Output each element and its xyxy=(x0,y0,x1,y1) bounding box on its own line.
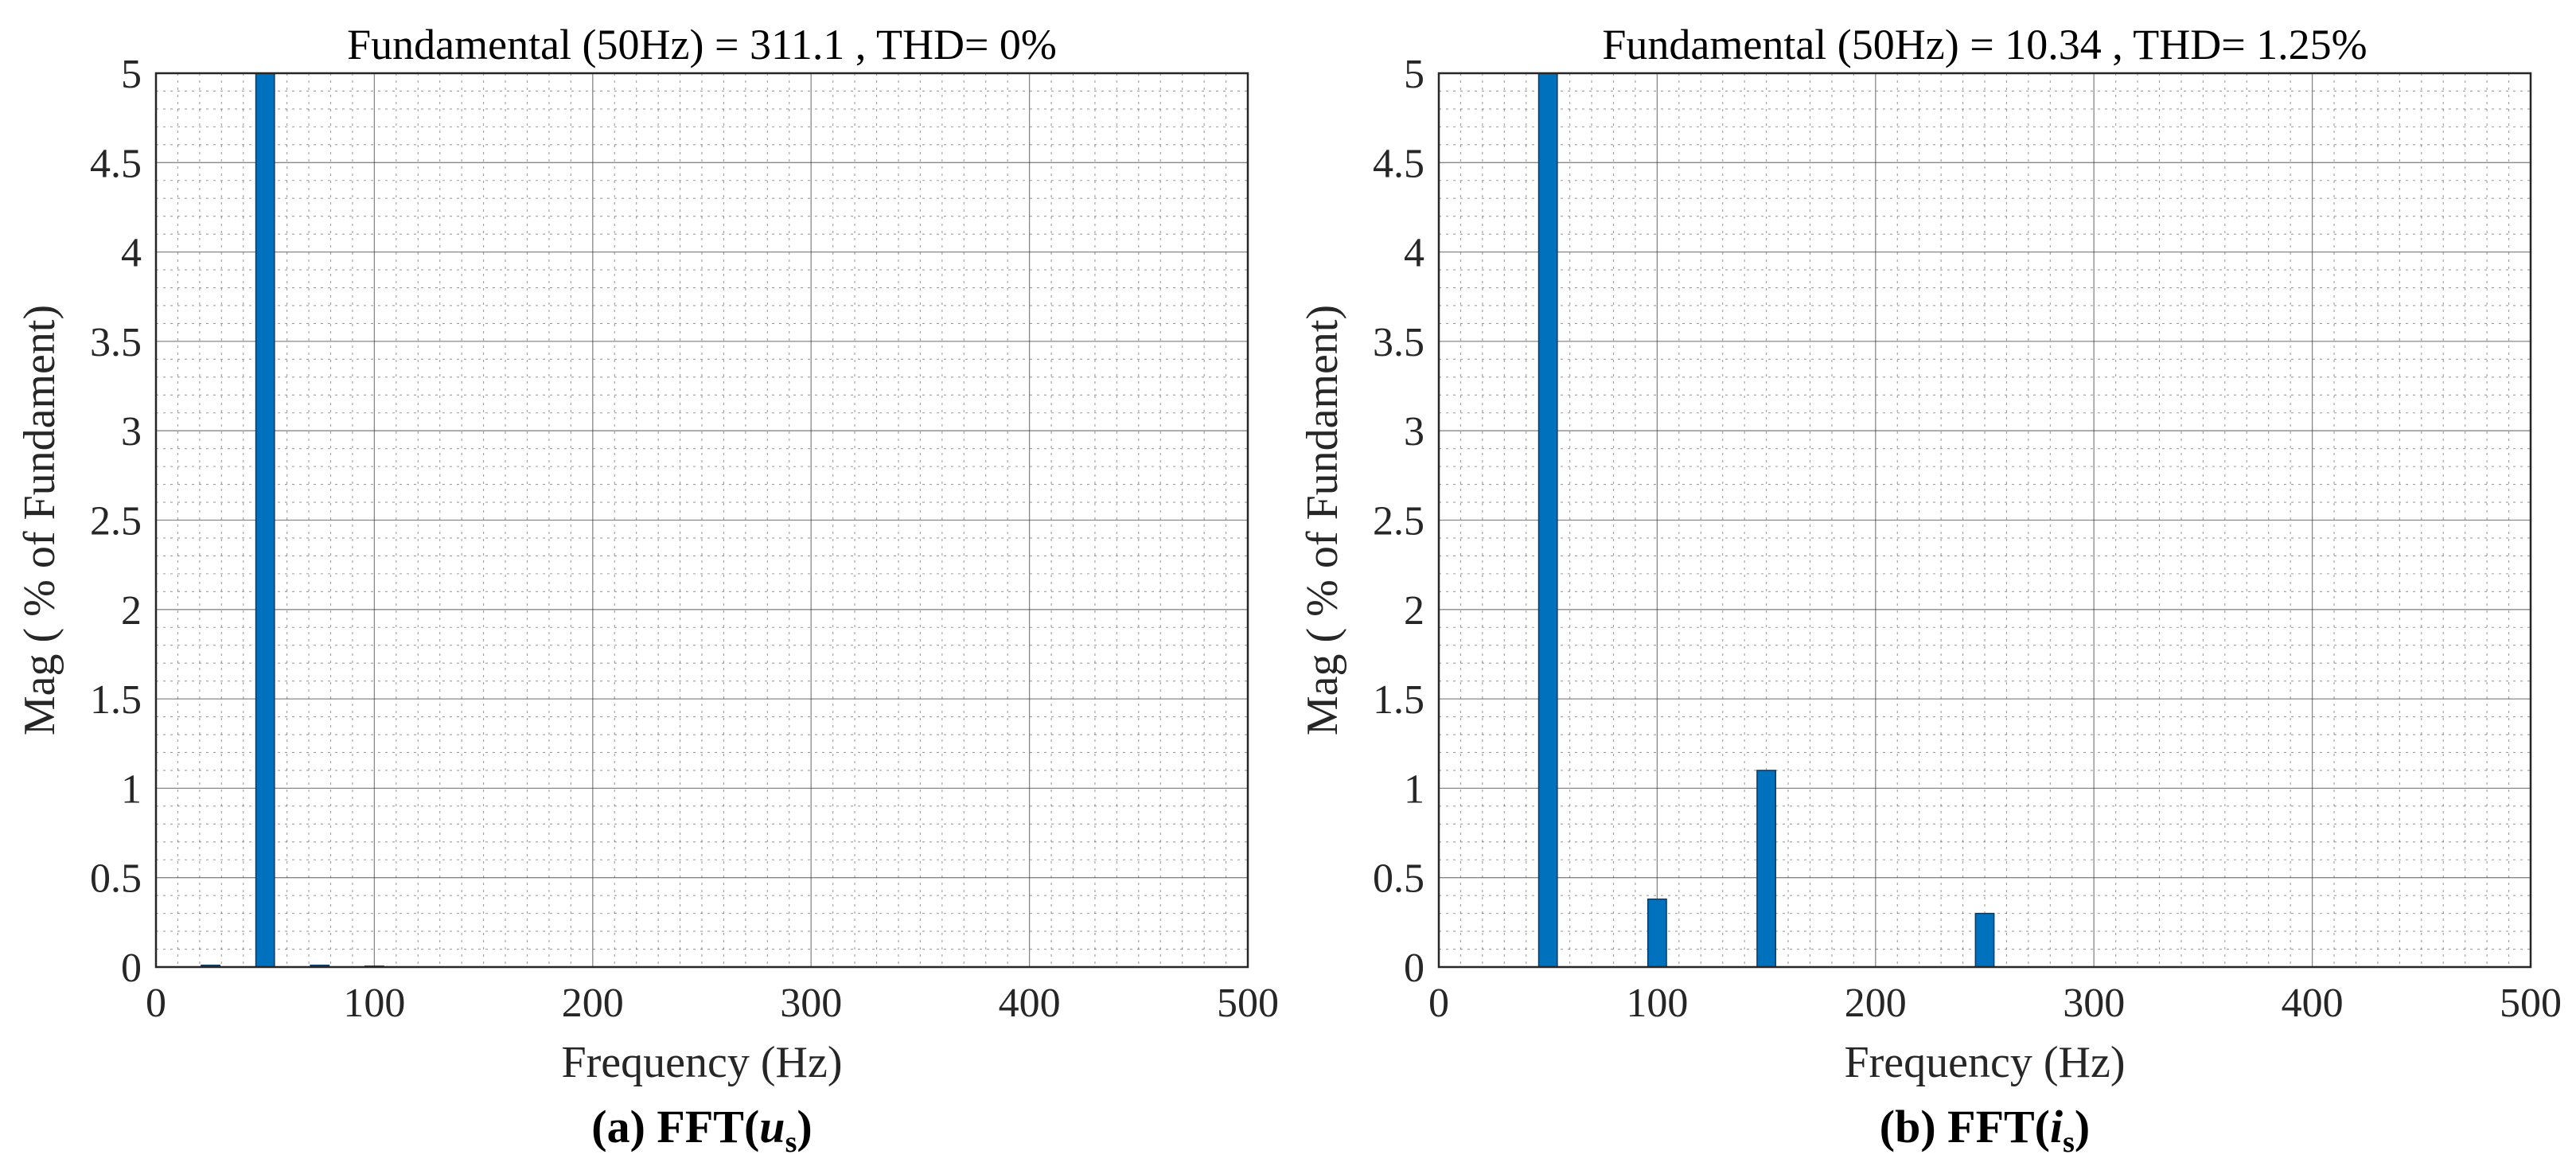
chart-b-ytick-label: 0 xyxy=(1404,946,1424,991)
chart-a-ytick-label: 0 xyxy=(121,946,142,991)
chart-a-ytick-label: 4 xyxy=(121,231,142,276)
chart-b-ytick-label: 2 xyxy=(1404,588,1424,634)
chart-a-caption-prefix: (a) FFT( xyxy=(591,1101,759,1152)
chart-b-xlabel: Frequency (Hz) xyxy=(1845,1038,2126,1087)
chart-a-ytick-label: 4.5 xyxy=(90,141,142,186)
chart-a-ytick-label: 5 xyxy=(121,52,142,97)
chart-a-ytick-label: 1 xyxy=(121,766,142,812)
chart-b-ytick-label: 0.5 xyxy=(1373,856,1424,902)
chart-b-ytick-label: 3 xyxy=(1404,409,1424,454)
chart-b-ylabel: Mag ( % of Fundament) xyxy=(1298,305,1347,735)
chart-b-bar-50hz xyxy=(1537,72,1558,968)
chart-a-xtick-label: 500 xyxy=(1217,981,1279,1026)
chart-b-ytick-label: 2.5 xyxy=(1373,499,1424,544)
chart-b-caption-suffix: ) xyxy=(2075,1101,2090,1152)
chart-b-caption-prefix: (b) FFT( xyxy=(1880,1101,2050,1152)
chart-b-ytick-label: 1.5 xyxy=(1373,677,1424,723)
chart-a-xtick-label: 300 xyxy=(780,981,842,1026)
chart-a-xtick-label: 200 xyxy=(562,981,624,1026)
chart-a-ylabel: Mag ( % of Fundament) xyxy=(15,305,64,735)
chart-b-xtick-label: 100 xyxy=(1626,981,1688,1026)
chart-a-xlabel: Frequency (Hz) xyxy=(562,1038,843,1087)
chart-b-xtick-label: 500 xyxy=(2500,981,2562,1026)
chart-b-xtick-label: 200 xyxy=(1845,981,1907,1026)
chart-a-title: Fundamental (50Hz) = 311.1 , THD= 0% xyxy=(347,21,1057,68)
chart-a-xtick-label: 400 xyxy=(999,981,1061,1026)
chart-b-title: Fundamental (50Hz) = 10.34 , THD= 1.25% xyxy=(1602,21,2367,68)
chart-b-axes xyxy=(1437,72,2532,969)
chart-a-ytick-label: 3.5 xyxy=(90,320,142,365)
chart-b-caption: (b) FFT(is) xyxy=(1880,1101,2091,1159)
chart-a: 0 100 200 300 400 500 0 0.5 1 1.5 2 2.5 3 3.5 4 4.5 5 Fu… xyxy=(15,21,1279,1159)
chart-b-ytick-label: 1 xyxy=(1404,766,1424,812)
chart-a-caption-sub: s xyxy=(785,1125,797,1159)
chart-a-caption-var: u xyxy=(759,1101,785,1152)
chart-b-bar-250hz xyxy=(1974,912,1995,968)
chart-b-ytick-label: 4 xyxy=(1404,231,1424,276)
chart-b-caption-var: i xyxy=(2050,1101,2063,1152)
chart-b-ytick-label: 5 xyxy=(1404,52,1424,97)
chart-a-xtick-label: 0 xyxy=(146,981,166,1026)
chart-a-ytick-label: 2 xyxy=(121,588,142,634)
chart-a-xtick-label: 100 xyxy=(343,981,405,1026)
chart-b-bar-100hz xyxy=(1647,898,1667,968)
chart-a-ytick-label: 1.5 xyxy=(90,677,142,723)
chart-a-caption: (a) FFT(us) xyxy=(591,1101,812,1159)
chart-b-ytick-label: 4.5 xyxy=(1373,141,1424,186)
chart-a-bar-50hz xyxy=(255,72,275,968)
chart-b-caption-sub: s xyxy=(2063,1125,2075,1159)
chart-a-ytick-label: 0.5 xyxy=(90,856,142,902)
chart-a-ytick-label: 2.5 xyxy=(90,499,142,544)
chart-b-ytick-label: 3.5 xyxy=(1373,320,1424,365)
chart-a-caption-suffix: ) xyxy=(797,1101,812,1152)
chart-b-xtick-label: 400 xyxy=(2282,981,2344,1026)
chart-a-axes xyxy=(154,72,1249,969)
chart-b-xtick-label: 0 xyxy=(1428,981,1449,1026)
chart-b-bar-150hz xyxy=(1756,770,1777,968)
chart-b: 0 100 200 300 400 500 0 0.5 1 1.5 2 2.5 3 3.5 4 4.5 5 Fu… xyxy=(1298,21,2562,1159)
chart-b-xtick-label: 300 xyxy=(2063,981,2125,1026)
chart-a-ytick-label: 3 xyxy=(121,409,142,454)
